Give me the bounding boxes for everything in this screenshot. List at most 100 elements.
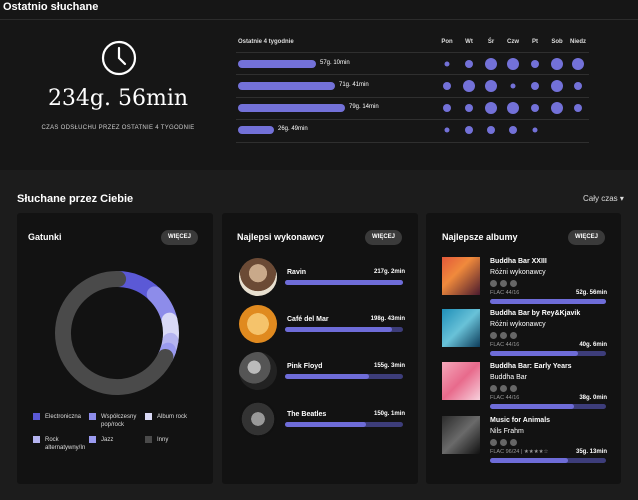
day-header: Pt — [532, 39, 538, 45]
album-action-icon[interactable] — [510, 439, 517, 446]
album-progress-bar — [490, 299, 606, 304]
donut-slice — [55, 271, 174, 395]
albums-title: Najlepsze albumy — [442, 232, 518, 242]
day-activity-dot — [443, 82, 451, 90]
artist-progress-bar — [285, 280, 403, 285]
artist-name[interactable]: Café del Mar — [287, 316, 329, 323]
day-activity-dot — [444, 127, 450, 133]
album-artist[interactable]: Różni wykonawcy — [490, 269, 546, 276]
genres-more-button[interactable]: WIĘCEJ — [161, 230, 198, 245]
day-activity-dot — [551, 58, 563, 70]
artist-photo[interactable] — [239, 352, 277, 390]
artist-name[interactable]: Ravin — [287, 269, 307, 276]
day-activity-dot — [444, 61, 450, 67]
album-action-icon[interactable] — [510, 280, 517, 287]
album-artist[interactable]: Buddha Bar — [490, 374, 527, 381]
album-action-icon[interactable] — [500, 280, 507, 287]
album-listen-time: 40g. 6min — [579, 342, 607, 348]
album-action-icon[interactable] — [490, 439, 497, 446]
album-cover[interactable] — [442, 257, 480, 295]
clock-icon — [101, 40, 137, 76]
day-activity-dot — [509, 126, 517, 134]
album-listen-time: 52g. 56min — [575, 290, 607, 296]
artist-progress-fill — [285, 422, 367, 427]
album-progress-bar — [490, 404, 606, 409]
day-activity-dot — [443, 104, 451, 112]
row-divider — [236, 52, 589, 53]
album-title[interactable]: Buddha Bar XXIII — [490, 258, 547, 265]
week-time-label: 26g. 49min — [278, 126, 308, 132]
artist-photo[interactable] — [239, 305, 277, 343]
artist-listen-time: 198g. 43min — [370, 316, 405, 322]
artists-more-button[interactable]: WIĘCEJ — [365, 230, 402, 245]
album-cover[interactable] — [442, 416, 480, 454]
legend-label: Współczesny pop/rock — [101, 414, 137, 428]
week-time-label: 79g. 14min — [349, 104, 379, 110]
album-progress-fill — [490, 404, 574, 409]
day-header: Niedz — [569, 39, 586, 45]
artist-name[interactable]: Pink Floyd — [287, 363, 323, 370]
album-action-icon[interactable] — [490, 332, 497, 339]
album-listen-time: 35g. 13min — [575, 449, 607, 455]
day-header: Sob — [551, 39, 563, 45]
legend-label: Rock alternatywny/In — [45, 437, 86, 451]
day-activity-dot — [551, 102, 563, 114]
album-format: FLAC 44/16 — [490, 342, 520, 348]
album-artist[interactable]: Różni wykonawcy — [490, 321, 546, 328]
albums-more-button[interactable]: WIĘCEJ — [568, 230, 605, 245]
album-progress-fill — [490, 458, 568, 463]
artist-name[interactable]: The Beatles — [287, 411, 327, 418]
week-bar — [238, 126, 274, 134]
album-cover[interactable] — [442, 309, 480, 347]
albums-card: Najlepsze albumy WIĘCEJ Buddha Bar XXIII… — [426, 213, 621, 484]
album-format: FLAC 44/16 — [490, 395, 520, 401]
legend-swatch — [145, 436, 152, 443]
album-title[interactable]: Buddha Bar by Rey&Kjavik — [490, 310, 581, 317]
divider — [0, 19, 638, 20]
legend-swatch — [89, 436, 96, 443]
album-action-icon[interactable] — [490, 280, 497, 287]
artist-photo[interactable] — [239, 258, 277, 296]
day-header: Śr — [487, 39, 495, 45]
day-activity-dot — [531, 104, 539, 112]
artist-progress-fill — [285, 374, 369, 379]
day-activity-dot — [463, 80, 475, 92]
album-action-icon[interactable] — [500, 332, 507, 339]
period-dropdown[interactable]: Cały czas ▾ — [583, 194, 624, 203]
legend-label: Inny — [157, 437, 169, 443]
day-activity-dot — [574, 82, 582, 90]
section-title: Ostatnio słuchane — [3, 1, 99, 13]
day-activity-dot — [572, 58, 584, 70]
album-title[interactable]: Music for Animals — [490, 417, 551, 424]
album-title[interactable]: Buddha Bar: Early Years — [490, 363, 572, 370]
listened-section-title: Słuchane przez Ciebie — [17, 193, 134, 205]
day-activity-dot — [532, 127, 538, 133]
album-format: FLAC 44/16 — [490, 290, 520, 296]
genres-title: Gatunki — [28, 232, 62, 242]
artists-card: Najlepsi wykonawcy WIĘCEJ Ravin 217g. 2mi… — [222, 213, 418, 484]
album-action-icon[interactable] — [510, 332, 517, 339]
day-activity-dot — [531, 82, 539, 90]
day-header: Wt — [465, 39, 473, 45]
artist-photo[interactable] — [239, 400, 277, 438]
row-divider — [236, 74, 589, 75]
day-activity-dot — [465, 126, 473, 134]
legend-label: Album rock — [157, 414, 188, 420]
legend-swatch — [33, 413, 40, 420]
total-caption: CZAS ODSŁUCHU PRZEZ OSTATNIE 4 TYGODNIE — [41, 125, 195, 131]
album-action-icon[interactable] — [510, 385, 517, 392]
total-listening-time: 234g. 56min — [47, 86, 189, 111]
row-divider — [236, 142, 589, 143]
legend-swatch — [145, 413, 152, 420]
day-activity-dot — [485, 102, 497, 114]
day-activity-dot — [551, 80, 563, 92]
artist-progress-fill — [285, 280, 403, 285]
album-cover[interactable] — [442, 362, 480, 400]
album-action-icon[interactable] — [500, 439, 507, 446]
album-action-icon[interactable] — [500, 385, 507, 392]
day-activity-dot — [485, 58, 497, 70]
row-divider — [236, 119, 589, 120]
album-artist[interactable]: Nils Frahm — [490, 428, 524, 435]
artist-listen-time: 155g. 3min — [373, 363, 405, 369]
album-action-icon[interactable] — [490, 385, 497, 392]
